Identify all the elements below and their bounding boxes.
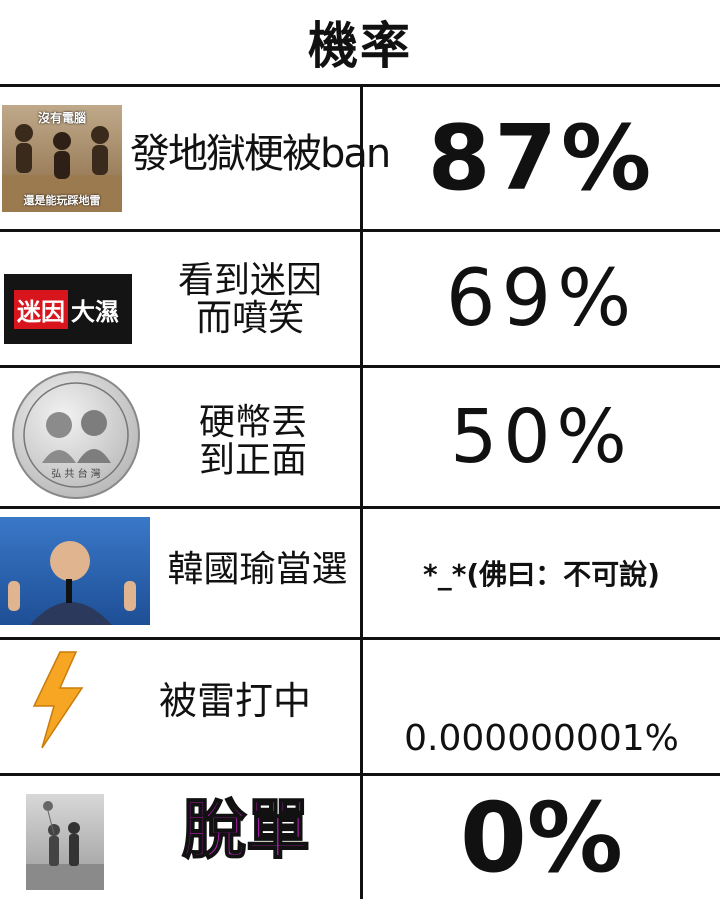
- table-row: 迷因 大濕 看到迷因 而噴笑 69%: [0, 232, 720, 365]
- event-label-line: 硬幣丟: [198, 402, 307, 443]
- column-divider: [360, 84, 363, 899]
- dancing-kids-thumbnail: 沒有電腦 還是能玩踩地雷: [2, 105, 122, 212]
- event-label: 發地獄梗被ban: [130, 131, 391, 177]
- event-cell: 被雷打中: [0, 640, 360, 773]
- table-row: 脫單 0%: [0, 776, 720, 899]
- lightning-bolt-icon: [32, 651, 84, 749]
- event-cell: 迷因 大濕 看到迷因 而噴笑: [0, 232, 360, 365]
- couple-photo: [26, 794, 104, 890]
- probability-cell: 0%: [363, 776, 720, 899]
- speaker-icon: [8, 541, 136, 625]
- coin-inscription: 弘 共 台 灣: [51, 469, 101, 480]
- event-label: 硬幣丟 到正面: [158, 404, 348, 480]
- event-label-line: 看到迷因: [177, 260, 322, 301]
- probability-value: 50%: [450, 394, 633, 480]
- meme-master-logo: 迷因 大濕: [4, 274, 132, 344]
- event-cell: 沒有電腦 還是能玩踩地雷 發地獄梗被ban: [0, 87, 391, 229]
- probability-value: *_*(佛曰：不可說): [423, 558, 660, 591]
- coin-portrait-icon: [23, 382, 129, 488]
- page-title: 機率: [308, 17, 412, 75]
- table-row: 沒有電腦 還是能玩踩地雷 發地獄梗被ban 87%: [0, 87, 720, 229]
- thumb-top-caption: 沒有電腦: [37, 111, 86, 125]
- speaker-photo: [0, 517, 150, 625]
- probability-value: 87%: [427, 105, 656, 211]
- thumb-bottom-caption: 還是能玩踩地雷: [23, 194, 101, 207]
- event-label: 脫單: [181, 794, 311, 868]
- probability-table: 沒有電腦 還是能玩踩地雷 發地獄梗被ban 87% 迷因 大濕 看到迷因 而噴笑…: [0, 84, 720, 899]
- event-cell: 韓國瑜當選: [0, 509, 360, 637]
- event-label: 被雷打中: [158, 679, 311, 723]
- probability-cell: 87%: [363, 87, 720, 229]
- event-label: 看到迷因 而噴笑: [150, 262, 350, 338]
- event-cell: 弘 共 台 灣 硬幣丟 到正面: [0, 368, 360, 506]
- event-label-line: 到正面: [198, 439, 307, 481]
- logo-dark-text: 大濕: [71, 297, 119, 326]
- probability-value: 0%: [460, 781, 623, 894]
- couple-icon: [26, 801, 104, 890]
- table-row: 韓國瑜當選 *_*(佛曰：不可說): [0, 509, 720, 637]
- probability-cell: 0.000000001%: [363, 640, 720, 773]
- probability-cell: 50%: [363, 368, 720, 506]
- probability-value: 69%: [445, 253, 638, 344]
- probability-cell: *_*(佛曰：不可說): [363, 509, 720, 637]
- coin-image: 弘 共 台 灣: [12, 371, 140, 499]
- event-label: 韓國瑜當選: [167, 549, 348, 590]
- table-row: 弘 共 台 灣 硬幣丟 到正面 50%: [0, 368, 720, 506]
- probability-value: 0.000000001%: [404, 718, 679, 759]
- table-row: 被雷打中 0.000000001%: [0, 640, 720, 773]
- logo-red-text: 迷因: [14, 289, 68, 329]
- event-cell: 脫單: [0, 776, 360, 899]
- probability-cell: 69%: [363, 232, 720, 365]
- dancing-kids-icon: [2, 124, 122, 212]
- event-label-line: 而噴笑: [195, 297, 304, 339]
